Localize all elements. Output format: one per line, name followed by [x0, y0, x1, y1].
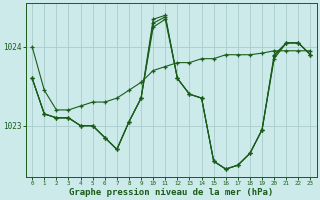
X-axis label: Graphe pression niveau de la mer (hPa): Graphe pression niveau de la mer (hPa): [69, 188, 274, 197]
